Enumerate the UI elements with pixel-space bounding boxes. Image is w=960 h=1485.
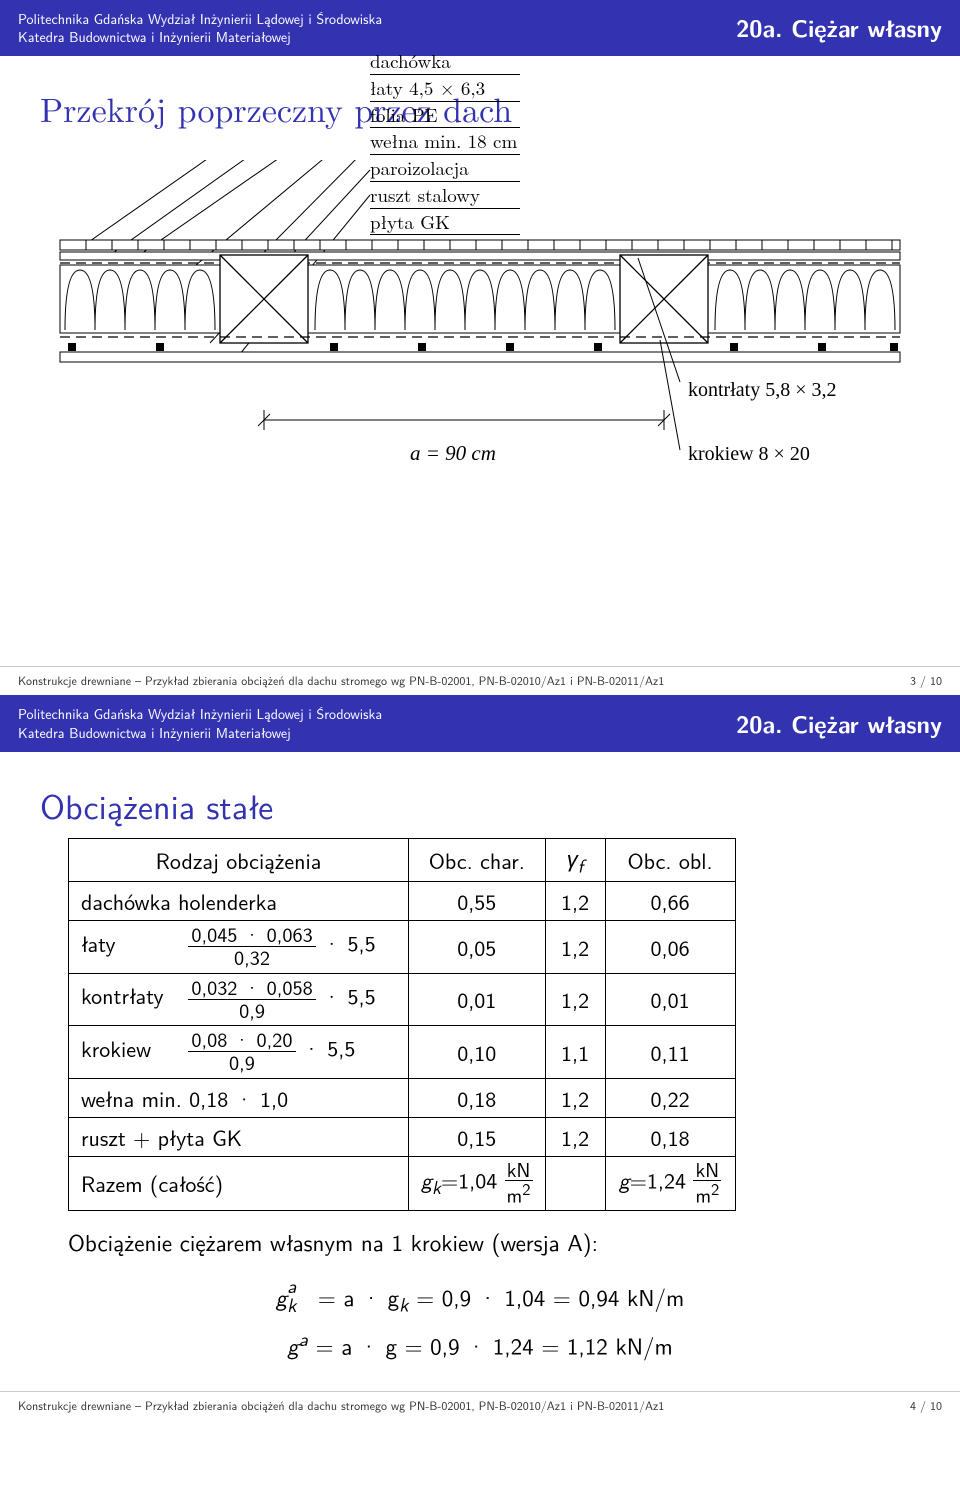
inst-line2: Katedra Budownictwa i Inżynierii Materia…	[18, 724, 382, 742]
table-row: dachówka holenderka 0,55 1,2 0,66	[69, 882, 736, 921]
slide2-body: Obciążenia stałe Rodzaj obciążenia Obc. …	[0, 752, 960, 1391]
row-name: łaty 0,045 · 0,0630,32 · 5,5	[69, 921, 409, 974]
slide-cross-section: Politechnika Gdańska Wydział Inżynierii …	[0, 0, 960, 695]
row-name: ruszt + płyta GK	[69, 1117, 409, 1156]
row-name: dachówka holenderka	[69, 882, 409, 921]
row-name: wełna min. 0,18 · 1,0	[69, 1078, 409, 1117]
equation-1: gak = a · gk = 0,9 · 1,04 = 0,94 kN/m	[40, 1277, 920, 1321]
label-a: a = 90 cm	[410, 441, 496, 465]
page-number: 4 / 10	[910, 1396, 942, 1414]
row-name: krokiew 0,08 · 0,200,9 · 5,5	[69, 1026, 409, 1079]
slide2-title: Obciążenia stałe	[40, 780, 920, 830]
table-row: krokiew 0,08 · 0,200,9 · 5,5 0,10 1,1 0,…	[69, 1026, 736, 1079]
slide2-footer: Konstrukcje drewniane – Przykład zbieran…	[0, 1391, 960, 1420]
total-label: Razem (całość)	[69, 1156, 409, 1210]
layer-item: dachówka	[370, 48, 520, 75]
equations-block: gak = a · gk = 0,9 · 1,04 = 0,94 kN/m ga…	[40, 1277, 920, 1367]
cross-section-diagram: kontrłaty 5,8 × 3,2 krokiew 8 × 20 a = 9…	[40, 160, 920, 600]
gk-plate	[60, 352, 900, 362]
footer-text: Konstrukcje drewniane – Przykład zbieran…	[18, 1396, 664, 1414]
layer-item: łaty 4,5 × 6,3	[370, 75, 520, 102]
institution: Politechnika Gdańska Wydział Inżynierii …	[18, 705, 382, 741]
tiles-row	[60, 240, 900, 250]
th-char: Obc. char.	[409, 838, 546, 881]
slide1-footer: Konstrukcje drewniane – Przykład zbieran…	[0, 666, 960, 695]
row-name: kontrłaty 0,032 · 0,0580,9 · 5,5	[69, 973, 409, 1026]
table-row-total: Razem (całość) gk=1,04 kNm2 g=1,24 kNm2	[69, 1156, 736, 1210]
topic-label: 20a. Ciężar własny	[736, 707, 942, 741]
th-obl: Obc. obl.	[605, 838, 735, 881]
inst-line2: Katedra Budownictwa i Inżynierii Materia…	[18, 28, 382, 46]
layer-item: folia PE	[370, 102, 520, 129]
total-gk: gk=1,04 kNm2	[409, 1156, 546, 1210]
total-g: g=1,24 kNm2	[605, 1156, 735, 1210]
topic-label: 20a. Ciężar własny	[736, 11, 942, 45]
th-load-type: Rodzaj obciążenia	[69, 838, 409, 881]
slide1-body: Przekrój poprzeczny przez dach dachówka …	[0, 56, 960, 666]
inst-line1: Politechnika Gdańska Wydział Inżynierii …	[18, 705, 382, 723]
table-row: kontrłaty 0,032 · 0,0580,9 · 5,5 0,01 1,…	[69, 973, 736, 1026]
slide-header: Politechnika Gdańska Wydział Inżynierii …	[0, 695, 960, 751]
label-krokiew: krokiew 8 × 20	[688, 443, 810, 465]
th-gamma: γf	[545, 838, 605, 881]
loads-table: Rodzaj obciążenia Obc. char. γf Obc. obl…	[68, 838, 736, 1211]
dimension-a	[258, 410, 670, 430]
page-number: 3 / 10	[910, 671, 942, 689]
rafter-left	[220, 255, 308, 343]
slide-permanent-loads: Politechnika Gdańska Wydział Inżynierii …	[0, 695, 960, 1420]
label-kontrlaty: kontrłaty 5,8 × 3,2	[688, 379, 837, 401]
footer-text: Konstrukcje drewniane – Przykład zbieran…	[18, 671, 664, 689]
rafter-right	[620, 255, 708, 343]
institution: Politechnika Gdańska Wydział Inżynierii …	[18, 10, 382, 46]
inst-line1: Politechnika Gdańska Wydział Inżynierii …	[18, 10, 382, 28]
note-line: Obciążenie ciężarem własnym na 1 krokiew…	[68, 1225, 920, 1259]
table-row: wełna min. 0,18 · 1,0 0,18 1,2 0,22	[69, 1078, 736, 1117]
equation-2: ga = a · g = 0,9 · 1,24 = 1,12 kN/m	[40, 1321, 920, 1367]
table-row: łaty 0,045 · 0,0630,32 · 5,5 0,05 1,2 0,…	[69, 921, 736, 974]
table-row: ruszt + płyta GK 0,15 1,2 0,18	[69, 1117, 736, 1156]
layer-item: wełna min. 18 cm	[370, 128, 520, 155]
steel-grid	[68, 343, 898, 351]
laths-row	[60, 252, 900, 260]
